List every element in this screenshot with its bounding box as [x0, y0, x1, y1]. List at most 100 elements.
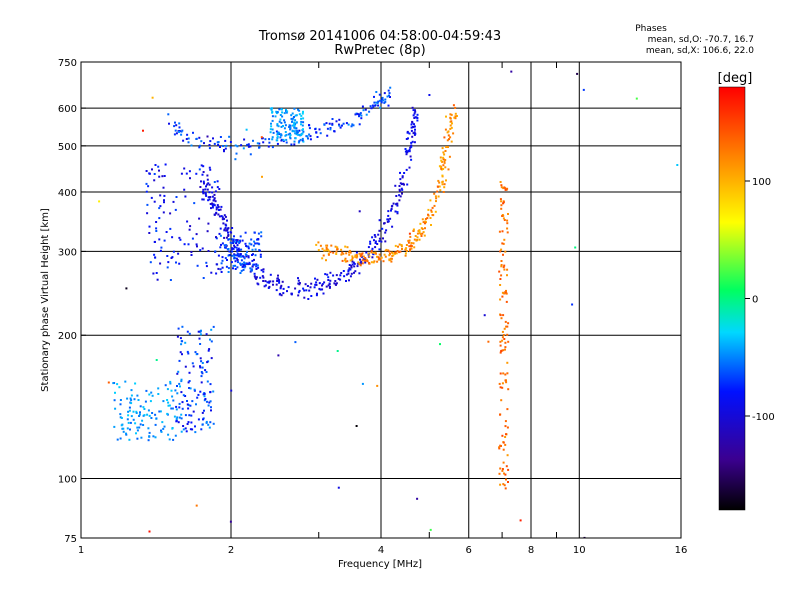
data-point	[203, 142, 205, 145]
data-point	[252, 244, 255, 247]
data-point	[189, 225, 192, 228]
data-point	[98, 200, 101, 203]
data-point	[119, 399, 122, 401]
data-point	[213, 197, 216, 200]
data-point	[257, 238, 260, 240]
data-point	[147, 439, 150, 442]
data-point	[500, 317, 503, 320]
data-point	[413, 125, 416, 128]
data-point	[134, 422, 137, 425]
data-point	[364, 258, 367, 261]
data-point	[380, 240, 383, 243]
data-point	[374, 240, 377, 243]
data-point	[195, 403, 197, 406]
data-point	[174, 129, 177, 132]
data-point	[255, 268, 258, 270]
data-point	[215, 272, 218, 275]
data-point	[253, 275, 256, 278]
data-point	[409, 245, 412, 248]
data-point	[236, 244, 239, 247]
data-point	[158, 175, 161, 178]
data-point	[202, 418, 204, 421]
data-point	[139, 411, 141, 414]
data-point	[499, 351, 502, 354]
data-point	[344, 245, 347, 248]
data-point	[195, 172, 198, 175]
data-point	[315, 281, 318, 284]
data-point	[205, 185, 207, 188]
data-point	[223, 214, 226, 217]
data-point	[362, 258, 365, 261]
data-point	[276, 142, 279, 145]
data-point	[210, 340, 213, 343]
data-point	[306, 285, 309, 287]
data-point	[291, 118, 294, 121]
data-point	[360, 260, 363, 263]
data-point	[168, 404, 171, 407]
data-point	[501, 434, 504, 437]
data-point	[314, 283, 317, 286]
data-point	[143, 414, 146, 417]
data-point	[229, 146, 232, 149]
data-point	[372, 105, 375, 108]
data-point	[186, 330, 189, 333]
data-point	[427, 213, 429, 216]
data-point	[200, 375, 203, 378]
data-point	[506, 325, 509, 328]
data-point	[327, 279, 330, 281]
data-point	[383, 101, 386, 104]
data-point	[499, 314, 502, 317]
data-point	[302, 110, 304, 113]
data-point	[278, 120, 281, 123]
data-point	[206, 183, 209, 186]
data-point	[397, 245, 399, 248]
data-point	[275, 283, 278, 286]
data-point	[218, 209, 220, 211]
data-point	[416, 238, 419, 241]
data-point	[277, 278, 280, 281]
data-point	[229, 141, 232, 143]
data-point	[676, 164, 679, 166]
data-point	[507, 322, 510, 325]
data-point	[396, 250, 399, 252]
data-point	[130, 394, 133, 397]
data-point	[246, 245, 249, 248]
data-point	[505, 381, 508, 384]
data-point	[241, 255, 244, 258]
data-point	[244, 231, 247, 234]
data-point	[388, 94, 390, 97]
data-point	[498, 472, 501, 475]
data-point	[139, 405, 142, 408]
data-point	[321, 247, 324, 250]
data-point	[505, 300, 508, 303]
data-point	[261, 275, 264, 278]
data-point	[308, 133, 311, 136]
data-point	[411, 120, 414, 123]
data-point	[337, 277, 340, 280]
data-point	[260, 269, 263, 272]
data-point	[279, 114, 282, 116]
data-point	[227, 238, 230, 241]
data-point	[235, 152, 238, 155]
data-point	[356, 255, 359, 258]
data-point	[503, 338, 506, 340]
data-point	[309, 138, 312, 141]
data-point	[171, 256, 174, 259]
data-point	[289, 128, 292, 131]
data-point	[351, 256, 354, 259]
data-point	[383, 253, 386, 256]
data-point	[360, 114, 363, 117]
data-point	[445, 179, 447, 182]
data-point	[188, 387, 191, 389]
data-point	[505, 289, 507, 292]
data-point	[349, 251, 352, 254]
data-point	[504, 420, 507, 423]
data-point	[410, 126, 413, 129]
data-point	[361, 105, 364, 108]
data-point	[190, 251, 193, 253]
data-point	[198, 136, 201, 139]
data-point	[387, 89, 390, 92]
data-point	[498, 230, 501, 233]
data-point	[207, 182, 210, 185]
data-point	[416, 232, 419, 235]
